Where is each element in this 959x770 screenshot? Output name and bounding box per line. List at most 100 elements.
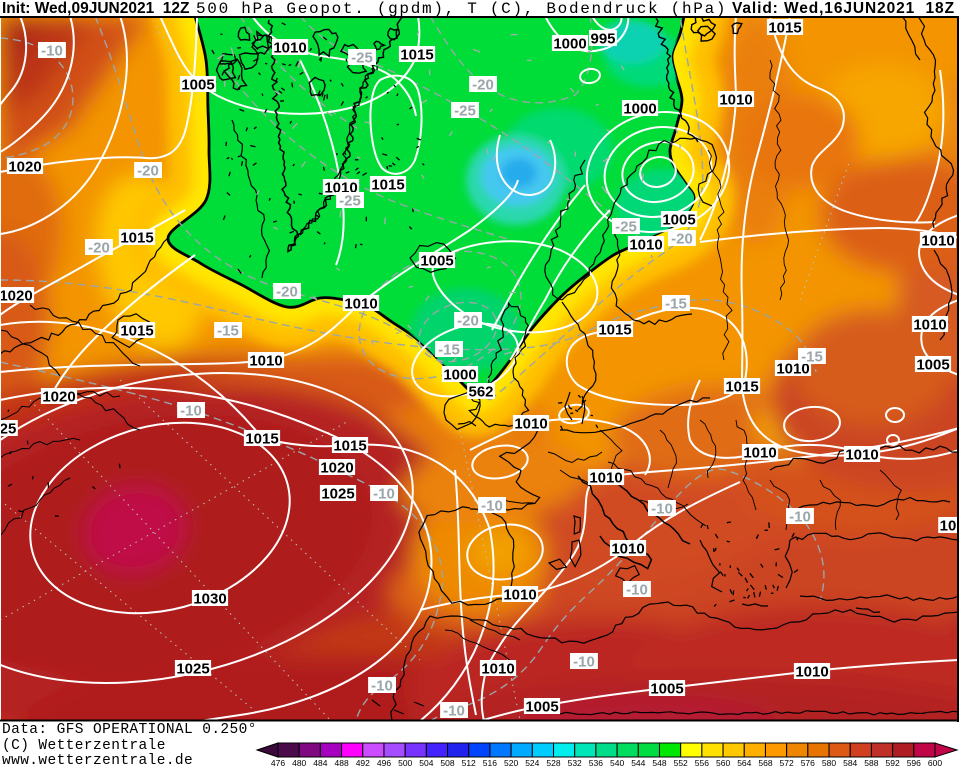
svg-text:536: 536	[589, 758, 603, 768]
svg-text:508: 508	[440, 758, 454, 768]
svg-text:532: 532	[568, 758, 582, 768]
svg-text:1010: 1010	[743, 445, 776, 462]
svg-text:540: 540	[610, 758, 624, 768]
svg-text:584: 584	[843, 758, 857, 768]
svg-text:1015: 1015	[333, 438, 366, 455]
svg-text:528: 528	[546, 758, 560, 768]
svg-text:1005: 1005	[662, 212, 695, 229]
svg-text:1020: 1020	[8, 159, 41, 176]
svg-text:1010: 1010	[845, 447, 878, 464]
svg-text:1005: 1005	[650, 681, 683, 698]
svg-text:556: 556	[695, 758, 709, 768]
svg-text:596: 596	[907, 758, 921, 768]
svg-text:560: 560	[716, 758, 730, 768]
svg-text:1010: 1010	[913, 317, 946, 334]
svg-text:-10: -10	[626, 582, 648, 599]
svg-text:995: 995	[590, 31, 615, 48]
svg-text:504: 504	[419, 758, 433, 768]
svg-text:-15: -15	[801, 349, 823, 366]
svg-text:568: 568	[758, 758, 772, 768]
svg-text:-15: -15	[665, 296, 687, 313]
svg-text:-20: -20	[671, 231, 693, 248]
svg-text:1010: 1010	[611, 541, 644, 558]
svg-text:1010: 1010	[344, 296, 377, 313]
svg-text:1030: 1030	[193, 591, 226, 608]
svg-text:-20: -20	[472, 77, 494, 94]
svg-text:576: 576	[801, 758, 815, 768]
svg-text:-20: -20	[276, 284, 298, 301]
svg-text:10: 10	[940, 518, 957, 535]
svg-text:-25: -25	[351, 50, 373, 67]
svg-text:1015: 1015	[120, 323, 153, 340]
svg-text:-25: -25	[454, 103, 476, 120]
svg-text:1010: 1010	[629, 237, 662, 254]
svg-text:564: 564	[737, 758, 751, 768]
svg-text:600: 600	[928, 758, 942, 768]
svg-text:476: 476	[271, 758, 285, 768]
svg-text:484: 484	[313, 758, 327, 768]
svg-text:1015: 1015	[120, 230, 153, 247]
svg-text:1020: 1020	[0, 288, 33, 305]
svg-text:520: 520	[504, 758, 518, 768]
svg-text:592: 592	[886, 758, 900, 768]
svg-text:1025: 1025	[176, 661, 209, 678]
svg-text:-15: -15	[217, 323, 239, 340]
svg-text:1010: 1010	[719, 92, 752, 109]
svg-text:-20: -20	[137, 163, 159, 180]
svg-text:-10: -10	[371, 678, 393, 695]
svg-text:544: 544	[631, 758, 645, 768]
svg-text:1010: 1010	[514, 416, 547, 433]
svg-text:-15: -15	[438, 342, 460, 359]
svg-text:512: 512	[462, 758, 476, 768]
svg-text:-10: -10	[443, 703, 465, 720]
svg-text:-10: -10	[481, 498, 503, 515]
svg-text:-10: -10	[41, 43, 63, 60]
svg-text:516: 516	[483, 758, 497, 768]
svg-text:1015: 1015	[371, 177, 404, 194]
svg-text:1005: 1005	[916, 357, 949, 374]
svg-text:1025: 1025	[321, 486, 354, 503]
svg-text:1010: 1010	[273, 40, 306, 57]
svg-text:-10: -10	[651, 501, 673, 518]
svg-text:480: 480	[292, 758, 306, 768]
svg-text:1010: 1010	[776, 361, 809, 378]
svg-text:1000: 1000	[553, 36, 586, 53]
svg-text:-20: -20	[88, 240, 110, 257]
svg-text:552: 552	[674, 758, 688, 768]
svg-text:1010: 1010	[795, 664, 828, 681]
svg-text:-10: -10	[180, 403, 202, 420]
svg-text:1000: 1000	[443, 367, 476, 384]
svg-text:1015: 1015	[768, 20, 801, 37]
svg-text:1015: 1015	[245, 431, 278, 448]
svg-text:1010: 1010	[503, 587, 536, 604]
svg-text:524: 524	[525, 758, 539, 768]
svg-text:1015: 1015	[598, 322, 631, 339]
svg-text:572: 572	[780, 758, 794, 768]
svg-text:25: 25	[0, 421, 16, 438]
svg-text:-10: -10	[373, 486, 395, 503]
svg-text:588: 588	[864, 758, 878, 768]
svg-text:496: 496	[377, 758, 391, 768]
svg-text:1010: 1010	[921, 233, 954, 250]
svg-text:1005: 1005	[181, 77, 214, 94]
svg-text:-25: -25	[339, 193, 361, 210]
svg-text:1010: 1010	[249, 353, 282, 370]
svg-text:580: 580	[822, 758, 836, 768]
svg-text:1005: 1005	[525, 699, 558, 716]
svg-text:1000: 1000	[623, 101, 656, 118]
svg-text:500: 500	[398, 758, 412, 768]
svg-text:-25: -25	[615, 219, 637, 236]
svg-text:-10: -10	[573, 654, 595, 671]
svg-text:1020: 1020	[42, 389, 75, 406]
svg-text:548: 548	[652, 758, 666, 768]
svg-text:1010: 1010	[481, 661, 514, 678]
svg-text:488: 488	[335, 758, 349, 768]
svg-text:1015: 1015	[725, 379, 758, 396]
svg-text:1010: 1010	[589, 470, 622, 487]
svg-text:1020: 1020	[320, 460, 353, 477]
svg-text:562: 562	[468, 384, 493, 401]
svg-text:-20: -20	[457, 313, 479, 330]
svg-text:1005: 1005	[420, 253, 453, 270]
svg-text:1015: 1015	[400, 47, 433, 64]
svg-text:-10: -10	[789, 509, 811, 526]
